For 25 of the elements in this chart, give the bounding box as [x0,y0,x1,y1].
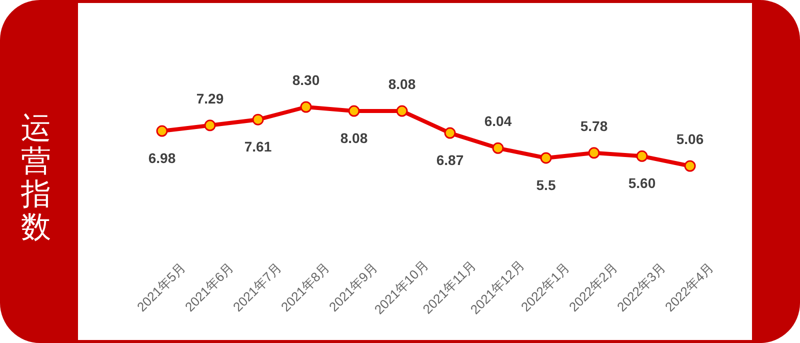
point [252,114,264,126]
data-label: 8.30 [292,72,320,88]
data-label: 7.61 [244,138,272,155]
data-label: 6.98 [148,150,176,166]
data-label: 5.5 [536,176,556,193]
point [396,105,408,117]
data-label: 5.06 [676,131,704,147]
data-label: 6.04 [484,113,512,130]
point [444,127,456,139]
point [540,152,552,164]
point [492,142,504,154]
point [204,120,216,132]
point [348,105,360,117]
data-label: 5.60 [628,175,656,192]
point [588,147,600,159]
point [300,101,312,113]
point [684,160,696,172]
y-axis-title: 运营指数 [20,112,51,244]
point [156,125,168,137]
data-label: 8.08 [388,76,416,92]
point [636,150,648,162]
data-label: 7.29 [196,90,224,106]
data-label: 8.08 [340,130,368,146]
data-label: 5.78 [580,118,608,134]
data-label: 6.87 [436,152,464,168]
